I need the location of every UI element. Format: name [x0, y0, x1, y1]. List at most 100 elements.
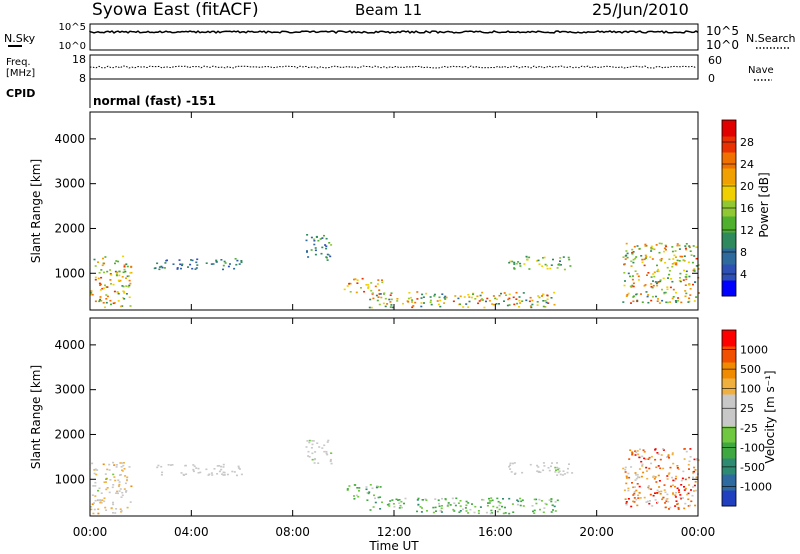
colorbar-swatch: [722, 458, 736, 475]
radar-echo: [531, 303, 534, 306]
radar-echo: [377, 496, 380, 499]
radar-echo: [688, 460, 691, 463]
radar-echo: [631, 482, 633, 484]
radar-echo: [100, 276, 103, 279]
freq-trace: [89, 65, 697, 69]
radar-echo: [681, 477, 684, 480]
radar-echo: [680, 479, 683, 482]
radar-echo: [675, 500, 678, 502]
colorbar-swatch: [722, 426, 736, 443]
radar-echo: [378, 293, 381, 295]
radar-echo: [669, 286, 672, 289]
radar-echo: [411, 299, 414, 301]
radar-echo: [318, 446, 321, 448]
radar-echo: [376, 299, 379, 302]
radar-echo: [665, 245, 668, 248]
radar-echo: [502, 498, 504, 500]
radar-echo: [381, 279, 383, 281]
radar-echo: [622, 301, 625, 303]
radar-echo: [167, 464, 170, 466]
radar-echo: [127, 285, 130, 288]
radar-echo: [119, 508, 122, 510]
radar-echo: [543, 507, 546, 509]
radar-echo: [386, 503, 389, 506]
radar-echo: [467, 306, 470, 308]
radar-echo: [388, 503, 391, 505]
radar-echo: [109, 299, 112, 302]
radar-echo: [625, 482, 628, 485]
freq-tick-top: 18: [72, 53, 86, 66]
radar-echo: [105, 481, 107, 483]
radar-echo: [99, 298, 102, 301]
radar-echo: [687, 463, 690, 466]
radar-echo: [679, 277, 681, 279]
radar-echo: [693, 466, 696, 469]
freq-panel: Freq. [MHz] 18 8 60 0 Nave: [6, 53, 774, 85]
radar-echo: [519, 262, 522, 265]
radar-echo: [311, 443, 314, 446]
radar-echo: [323, 234, 325, 237]
radar-echo: [116, 271, 119, 274]
radar-echo: [634, 479, 637, 481]
radar-echo: [630, 260, 633, 263]
radar-echo: [176, 267, 179, 269]
radar-echo: [455, 497, 458, 500]
radar-echo: [630, 505, 633, 508]
radar-echo: [624, 468, 627, 471]
radar-echo: [689, 250, 692, 252]
radar-echo: [518, 299, 521, 302]
radar-echo: [374, 497, 376, 500]
radar-echo: [544, 502, 547, 505]
radar-echo: [533, 498, 536, 501]
velocity-y-axis: 1000 2000 3000 4000: [54, 338, 698, 486]
radar-echo: [494, 297, 497, 300]
radar-echo: [181, 263, 184, 266]
radar-echo: [530, 306, 533, 309]
radar-echo: [687, 498, 690, 501]
radar-echo: [511, 260, 514, 263]
radar-echo: [468, 296, 471, 298]
radar-echo: [639, 448, 641, 451]
radar-echo: [390, 304, 393, 306]
radar-echo: [103, 481, 106, 483]
radar-echo: [644, 254, 647, 257]
radar-echo: [216, 473, 219, 475]
radar-echo: [126, 478, 128, 481]
colorbar-tick-label: -25: [740, 422, 758, 435]
radar-echo: [666, 286, 669, 288]
radar-echo: [628, 476, 631, 479]
radar-echo: [550, 297, 553, 299]
radar-echo: [238, 263, 241, 265]
radar-echo: [689, 448, 692, 450]
radar-echo: [669, 301, 672, 303]
radar-echo: [662, 449, 665, 451]
time-tick-label: 12:00: [377, 525, 412, 539]
radar-echo: [637, 279, 640, 281]
radar-echo: [632, 285, 635, 288]
radar-echo: [380, 296, 383, 299]
radar-echo: [667, 454, 670, 456]
radar-echo: [646, 477, 649, 480]
colorbar-tick-label: 500: [740, 363, 761, 376]
radar-echo: [680, 497, 682, 500]
radar-echo: [481, 299, 484, 301]
radar-echo: [559, 473, 562, 476]
radar-echo: [377, 296, 380, 298]
radar-echo: [157, 464, 160, 467]
radar-echo: [546, 267, 549, 270]
radar-echo: [643, 285, 646, 287]
radar-echo: [419, 506, 422, 508]
radar-echo: [543, 465, 546, 467]
radar-echo: [329, 458, 332, 461]
radar-echo: [416, 298, 419, 300]
radar-echo: [663, 489, 666, 491]
cpid-panel: CPID normal (fast) -151: [6, 79, 216, 108]
radar-echo: [197, 472, 200, 474]
radar-echo: [106, 487, 109, 489]
radar-echo: [123, 265, 126, 268]
radar-echo: [424, 498, 427, 500]
radar-echo: [631, 278, 634, 281]
radar-echo: [114, 512, 117, 514]
radar-echo: [454, 504, 457, 507]
radar-echo: [119, 279, 122, 282]
